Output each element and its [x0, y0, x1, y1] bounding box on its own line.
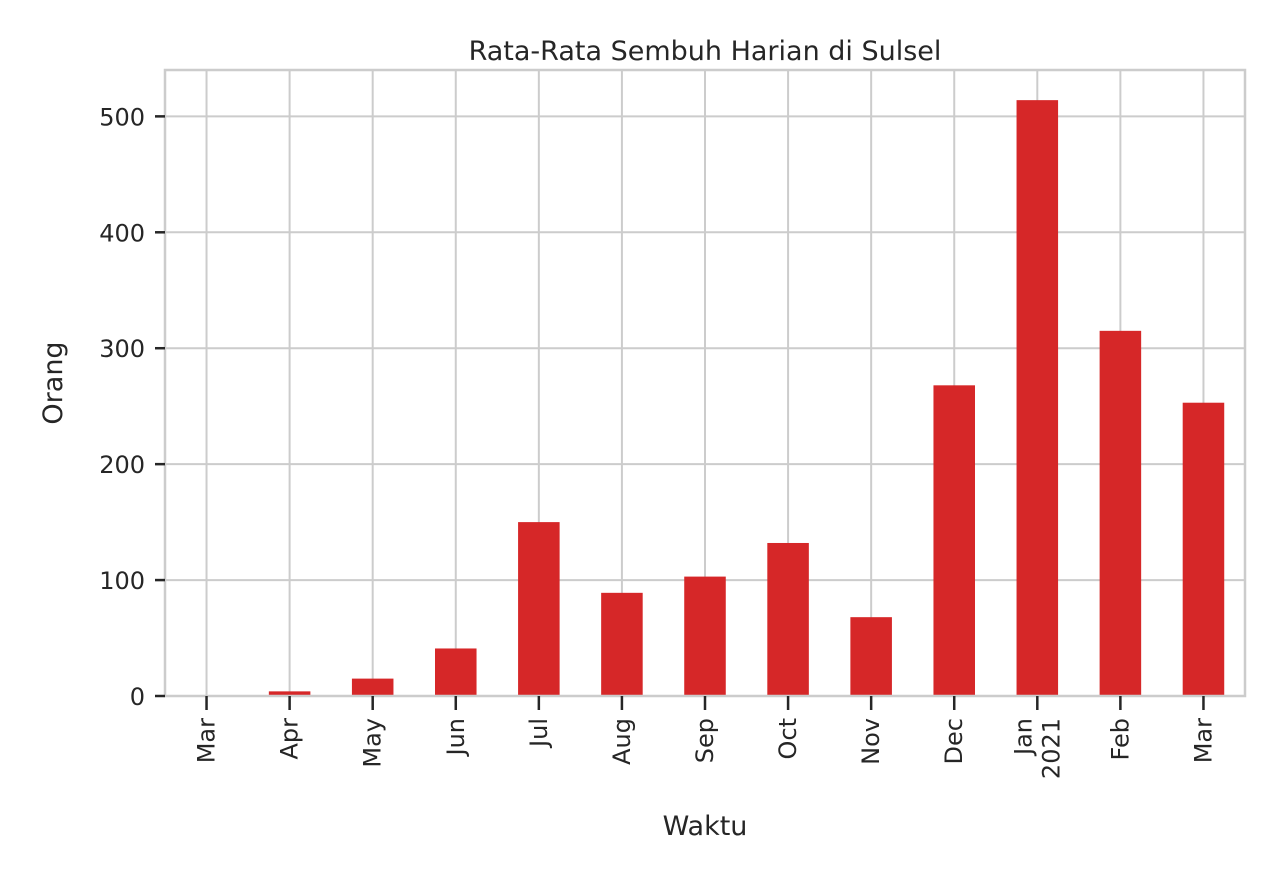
x-tick-label-line: Jul: [525, 718, 553, 749]
bars: [268, 100, 1225, 696]
x-tick-label-line: Sep: [691, 718, 719, 763]
x-tick-label: Aug: [608, 718, 636, 765]
y-tick-label: 100: [99, 567, 145, 595]
bar: [767, 542, 809, 696]
bar: [1016, 100, 1059, 696]
ticks: 0 100 200 300 400 500 Mar Apr May Jun Jul Aug Sep Oct…: [99, 103, 1217, 779]
bar: [518, 522, 560, 696]
x-tick-label-line: Dec: [940, 718, 968, 764]
bar: [684, 576, 726, 696]
y-tick-label: 0: [130, 683, 145, 711]
x-tick-label: Apr: [276, 718, 304, 760]
x-tick-label: Sep: [691, 718, 719, 763]
bar: [933, 385, 975, 696]
x-tick-label: Dec: [940, 718, 968, 764]
x-axis-label: Waktu: [663, 811, 748, 842]
x-tick-label-line: 2021: [1037, 718, 1065, 779]
chart-title: Rata-Rata Sembuh Harian di Sulsel: [469, 36, 942, 67]
x-tick-label: May: [359, 718, 387, 768]
y-tick-label: 400: [99, 219, 145, 247]
bar: [850, 617, 892, 696]
x-tick-label: Mar: [1189, 718, 1217, 763]
bar: [601, 592, 643, 696]
y-tick-label: 300: [99, 335, 145, 363]
x-tick-label: Feb: [1106, 718, 1134, 761]
x-tick-label-line: Feb: [1106, 718, 1134, 761]
y-tick-label: 500: [99, 103, 145, 131]
x-tick-label: Jun: [442, 718, 470, 758]
x-tick-label-line: Jan: [1009, 718, 1037, 757]
x-tick-label-line: Mar: [1189, 718, 1217, 763]
x-tick-label: Jan 2021: [1009, 718, 1065, 779]
x-tick-label: Mar: [193, 718, 221, 763]
x-tick-label-line: Jun: [442, 718, 470, 758]
bar: [435, 648, 477, 696]
x-tick-label: Oct: [774, 718, 802, 760]
x-tick-label-line: Mar: [193, 718, 221, 763]
x-tick-label-line: Oct: [774, 718, 802, 760]
bar: [1182, 402, 1225, 696]
bar: [268, 691, 311, 696]
y-tick-label: 200: [99, 451, 145, 479]
y-axis-label: Orang: [38, 341, 69, 424]
x-tick-label: Nov: [857, 718, 885, 765]
x-tick-label-line: Apr: [276, 718, 304, 760]
x-tick-label-line: Aug: [608, 718, 636, 765]
x-tick-label: Jul: [525, 718, 553, 749]
bar: [351, 678, 394, 696]
bar: [1099, 330, 1142, 696]
x-tick-label-line: May: [359, 718, 387, 768]
x-tick-label-line: Nov: [857, 718, 885, 765]
